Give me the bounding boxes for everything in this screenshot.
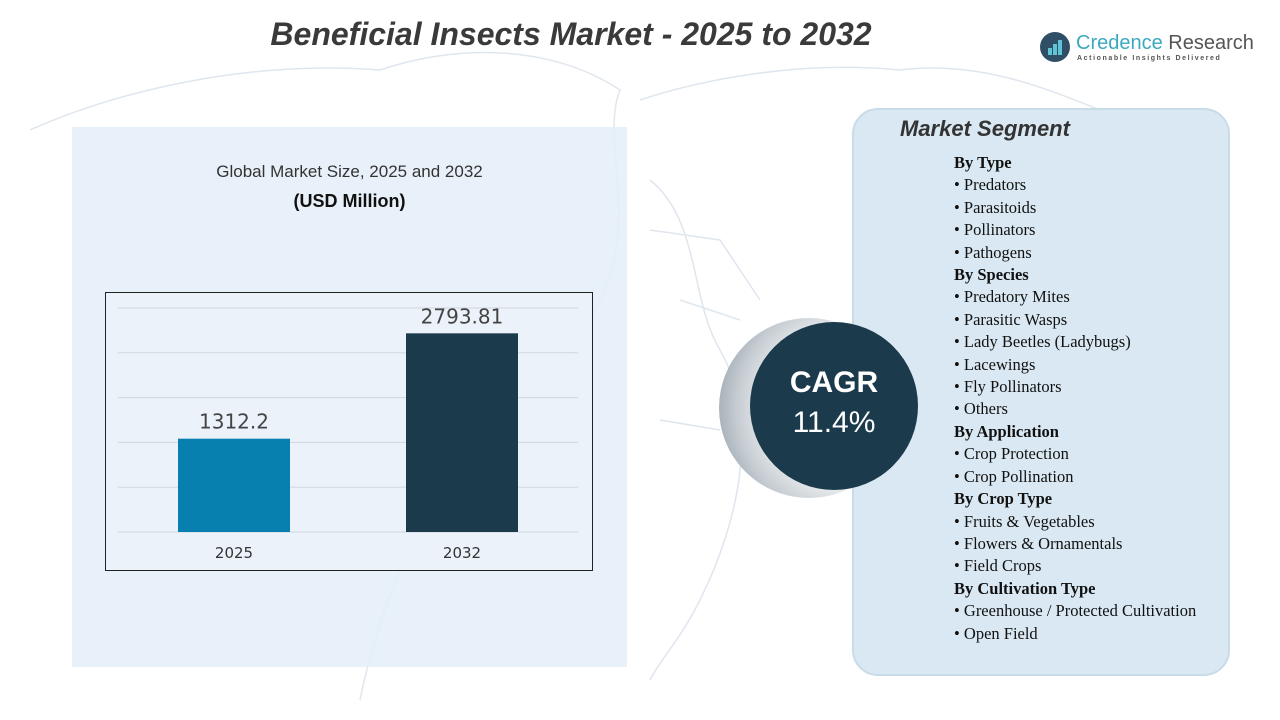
segment-item: • Predators <box>954 175 1027 195</box>
segment-item: • Fly Pollinators <box>954 377 1062 397</box>
segment-item: • Crop Pollination <box>954 466 1074 486</box>
x-tick-label: 2032 <box>443 544 481 562</box>
bar-chart: 1312.2 2025 2793.81 2032 <box>105 292 593 571</box>
data-label: 2793.81 <box>421 304 504 328</box>
segment-heading: By Species <box>954 265 1029 285</box>
segment-item: • Field Crops <box>954 556 1042 576</box>
chart-subtitle: Global Market Size, 2025 and 2032 <box>216 162 483 181</box>
page-title: Beneficial Insects Market - 2025 to 2032 <box>270 16 872 52</box>
segment-item: • Lacewings <box>954 354 1036 374</box>
logo-chart-icon <box>1040 32 1070 62</box>
credence-research-logo: Credence Research Actionable Insights De… <box>1040 30 1260 70</box>
segment-item: • Predatory Mites <box>954 287 1070 307</box>
segment-list: By Type • Predators • Parasitoids • Pollina… <box>954 152 1214 645</box>
segment-heading: By Application <box>954 421 1059 441</box>
cagr-value: 11.4% <box>792 406 876 439</box>
segment-item: • Flowers & Ornamentals <box>954 533 1123 553</box>
segment-title: Market Segment <box>900 116 1070 141</box>
data-label: 1312.2 <box>199 410 269 434</box>
segment-item: • Parasitic Wasps <box>954 309 1068 329</box>
segment-heading: By Cultivation Type <box>954 578 1096 598</box>
segment-item: • Others <box>954 399 1008 419</box>
segment-item: • Parasitoids <box>954 197 1037 217</box>
segment-item: • Greenhouse / Protected Cultivation <box>954 601 1197 621</box>
x-tick-label: 2025 <box>215 544 253 562</box>
segment-item: • Open Field <box>954 623 1038 643</box>
bar-2032 <box>406 333 518 532</box>
segment-heading: By Type <box>954 153 1012 172</box>
cagr-badge: CAGR 11.4% <box>750 322 918 490</box>
segment-heading: By Crop Type <box>954 489 1053 509</box>
chart-unit: (USD Million) <box>293 191 406 211</box>
segment-item: • Lady Beetles (Ladybugs) <box>954 332 1131 352</box>
segment-item: • Fruits & Vegetables <box>954 511 1095 531</box>
bar-chart-svg: 1312.2 2025 2793.81 2032 <box>118 304 578 562</box>
bar-2025 <box>178 438 290 532</box>
segment-item: • Pathogens <box>954 242 1032 262</box>
segment-item: • Pollinators <box>954 220 1036 240</box>
segment-item: • Crop Protection <box>954 444 1069 464</box>
cagr-label: CAGR <box>789 366 879 399</box>
